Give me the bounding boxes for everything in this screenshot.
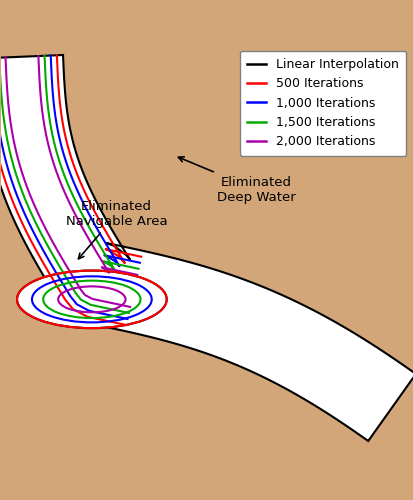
Legend: Linear Interpolation, 500 Iterations, 1,000 Iterations, 1,500 Iterations, 2,000 : Linear Interpolation, 500 Iterations, 1,…: [239, 50, 406, 156]
Text: Eliminated
Navigable Area: Eliminated Navigable Area: [66, 200, 167, 259]
Polygon shape: [0, 55, 413, 441]
Text: Eliminated
Deep Water: Eliminated Deep Water: [178, 157, 295, 204]
Ellipse shape: [17, 270, 166, 328]
